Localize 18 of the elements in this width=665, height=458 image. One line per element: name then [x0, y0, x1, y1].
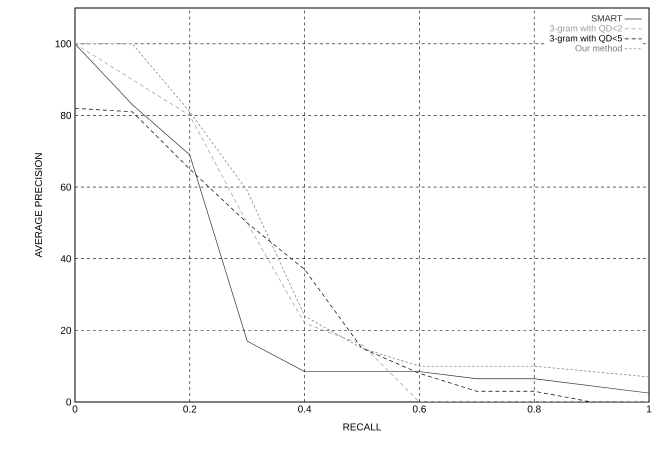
x-axis-title: RECALL	[343, 423, 382, 430]
y-tick-label: 100	[56, 40, 72, 48]
legend-label: Our method	[575, 44, 622, 52]
y-tick-label: 20	[60, 326, 72, 334]
legend-label: 3-gram with QD<2	[550, 24, 622, 34]
x-tick-label: 0	[72, 406, 78, 413]
y-tick-label: 40	[60, 255, 72, 262]
y-tick-label: 60	[60, 184, 72, 191]
x-tick-label: 1	[647, 406, 652, 412]
x-tick-label: 0.8	[528, 406, 541, 413]
x-tick-label: 0.4	[298, 406, 312, 413]
y-tick-label: 80	[60, 112, 72, 119]
x-tick-label: 0.6	[412, 406, 426, 413]
y-tick-label: 0	[66, 398, 72, 406]
legend-label: 3-gram with QD<5	[550, 34, 622, 44]
y-axis-title: AVERAGE PRECISION	[34, 153, 42, 258]
legend-label: SMART	[592, 15, 622, 22]
x-tick-label: 0.2	[183, 406, 196, 413]
